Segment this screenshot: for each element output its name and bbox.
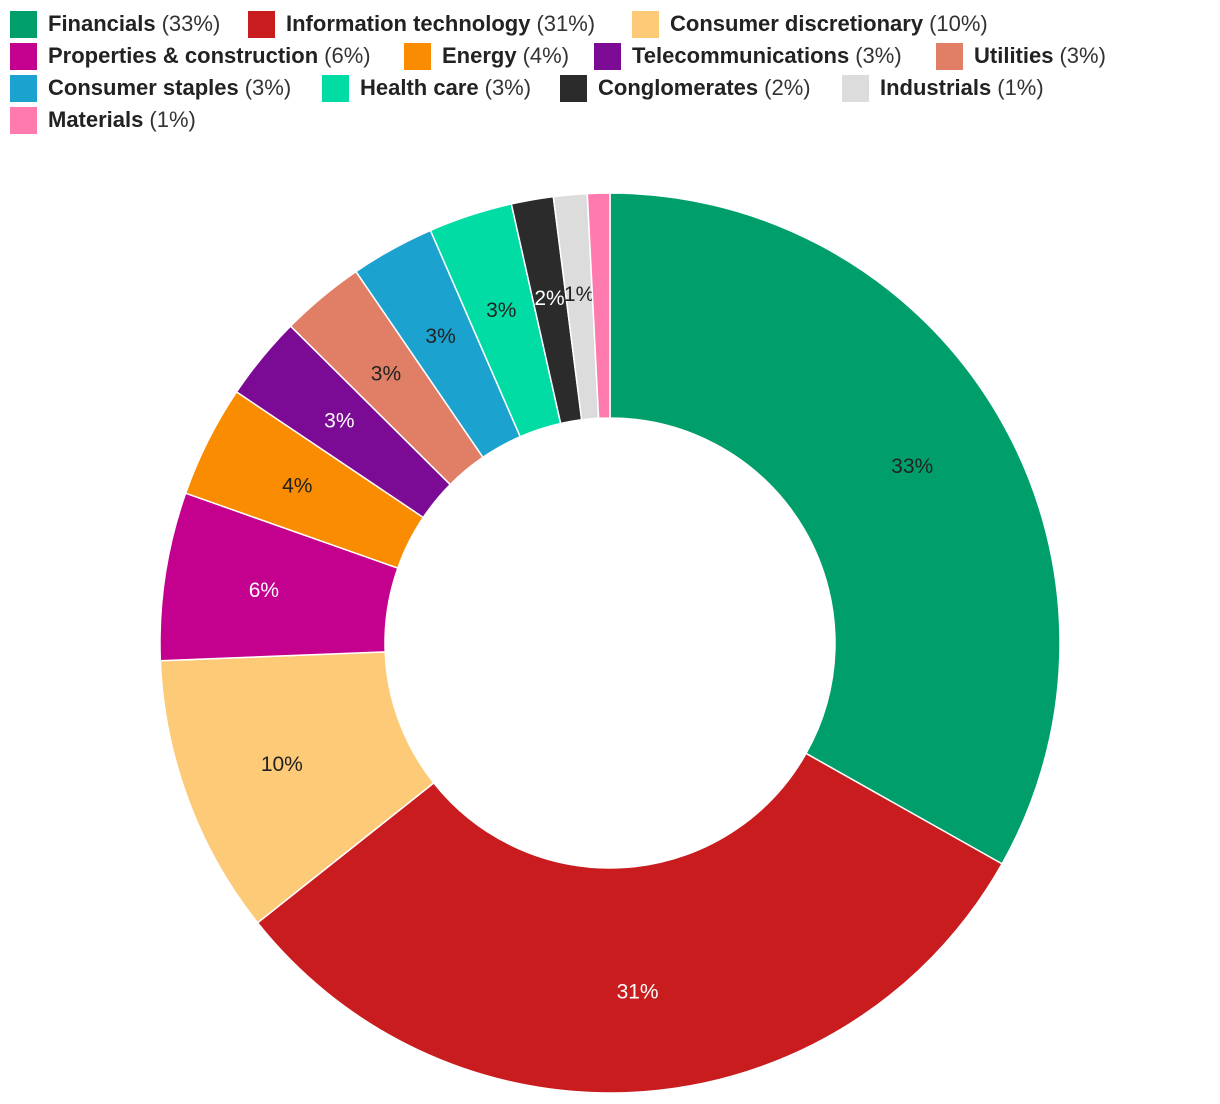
slice-data-label: 3%: [486, 299, 516, 322]
slice-data-label: 1%: [564, 283, 594, 306]
legend-value: (4%): [522, 43, 570, 68]
slice-data-label: 3%: [324, 410, 354, 433]
legend-swatch: [404, 42, 431, 70]
legend-label: Conglomerates: [598, 75, 759, 100]
legend-item: Information technology (31%): [248, 8, 595, 40]
legend-item: Consumer discretionary (10%): [632, 8, 988, 40]
legend-swatch: [322, 74, 349, 102]
slice-data-label: 33%: [891, 455, 933, 478]
legend-value: (6%): [324, 43, 371, 68]
slice-data-label: 2%: [534, 287, 564, 310]
legend-value: (3%): [484, 75, 532, 100]
legend-swatch: [632, 10, 659, 38]
legend-label: Information technology: [286, 11, 531, 36]
legend-label: Properties & construction: [48, 43, 319, 68]
legend-value: (31%): [536, 11, 596, 36]
legend-label: Utilities: [974, 43, 1054, 68]
legend-swatch: [594, 42, 621, 70]
legend-value: (1%): [149, 107, 196, 132]
legend-value: (2%): [764, 75, 811, 100]
legend-item: Telecommunications (3%): [594, 40, 902, 72]
legend-swatch: [936, 42, 963, 70]
legend-label: Industrials: [880, 75, 992, 100]
donut-slice: [159, 651, 435, 924]
legend-swatch: [248, 10, 275, 38]
legend-item: Health care (3%): [322, 72, 531, 104]
legend-item: Consumer staples (3%): [10, 72, 291, 104]
legend-value: (10%): [929, 11, 988, 36]
slice-data-label: 6%: [249, 579, 279, 602]
legend-swatch: [10, 42, 37, 70]
legend-value: (3%): [244, 75, 292, 100]
legend-label: Energy: [442, 43, 517, 68]
chart-legend: Financials (33%) Information technology (31…: [10, 8, 1210, 136]
legend-swatch: [842, 74, 869, 102]
donut-slice: [586, 192, 611, 420]
legend-item: Industrials (1%): [842, 72, 1044, 104]
slice-data-label: 31%: [617, 980, 659, 1003]
legend-item: Energy (4%): [404, 40, 569, 72]
donut-slice: [609, 192, 1061, 865]
legend-label: Materials: [48, 107, 144, 132]
legend-swatch: [10, 74, 37, 102]
legend-label: Consumer staples: [48, 75, 239, 100]
legend-label: Health care: [360, 75, 479, 100]
legend-swatch: [10, 10, 37, 38]
slice-data-label: 10%: [261, 753, 303, 776]
legend-value: (3%): [1059, 43, 1106, 68]
legend-item: Properties & construction (6%): [10, 40, 371, 72]
legend-value: (3%): [855, 43, 902, 68]
legend-item: Conglomerates (2%): [560, 72, 811, 104]
legend-item: Utilities (3%): [936, 40, 1106, 72]
slice-data-label: 3%: [425, 325, 455, 348]
legend-value: (1%): [997, 75, 1044, 100]
legend-item: Financials (33%): [10, 8, 220, 40]
slice-data-label: 3%: [371, 363, 401, 386]
legend-label: Telecommunications: [632, 43, 850, 68]
legend-label: Financials: [48, 11, 156, 36]
legend-label: Consumer discretionary: [670, 11, 924, 36]
legend-swatch: [10, 106, 37, 134]
legend-item: Materials (1%): [10, 104, 196, 136]
slice-data-label: 4%: [282, 474, 312, 497]
donut-slice: [256, 752, 1004, 1094]
legend-value: (33%): [161, 11, 221, 36]
legend-swatch: [560, 74, 587, 102]
